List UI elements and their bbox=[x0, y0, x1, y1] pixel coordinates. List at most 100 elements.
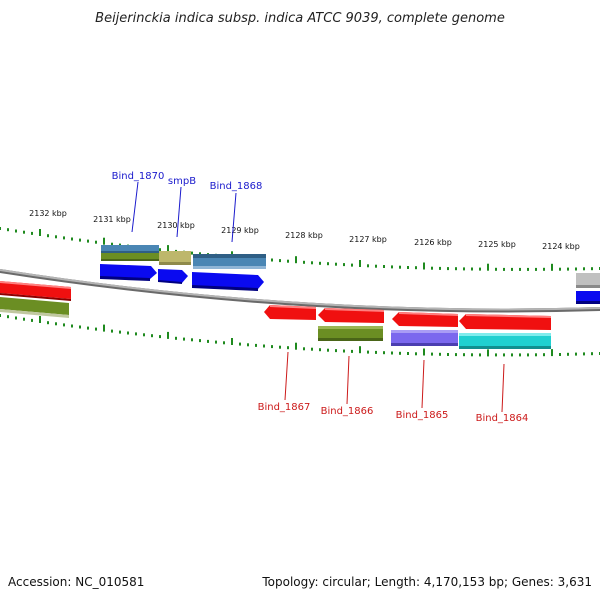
feature-grey bbox=[576, 273, 600, 287]
upper-track-minor-tick bbox=[351, 263, 353, 267]
cds-arrow-bind-1864-top bbox=[466, 314, 551, 318]
feature-turquoise-shade bbox=[459, 346, 551, 349]
upper-track-minor-tick bbox=[527, 267, 529, 271]
gene-label-bind-1866: Bind_1866 bbox=[321, 406, 374, 417]
upper-track-minor-tick bbox=[0, 227, 1, 230]
lower-track-minor-tick bbox=[223, 341, 225, 345]
feature-steelblue-shade bbox=[101, 251, 159, 253]
feature-grey-shade bbox=[576, 285, 600, 288]
cds-red-edge-shade bbox=[0, 293, 71, 301]
upper-track-minor-tick bbox=[311, 261, 313, 265]
feature-turquoise-top bbox=[459, 333, 551, 336]
upper-track-major-tick bbox=[167, 245, 169, 253]
lower-track-major-tick bbox=[295, 342, 297, 350]
lower-track-minor-tick bbox=[247, 343, 249, 347]
cds-arrow-bind-1866-top bbox=[325, 308, 384, 312]
cds-arrow-bind-1865 bbox=[392, 312, 458, 327]
upper-track-minor-tick bbox=[47, 234, 49, 238]
upper-track-minor-tick bbox=[559, 267, 561, 271]
upper-track-major-tick bbox=[103, 237, 105, 245]
upper-track-minor-tick bbox=[519, 267, 521, 271]
feature-khaki-shade bbox=[159, 262, 191, 265]
lower-track-minor-tick bbox=[463, 353, 465, 357]
lower-track-major-tick bbox=[167, 331, 169, 339]
feature-slateblue bbox=[391, 330, 458, 343]
lower-track-minor-tick bbox=[119, 330, 121, 334]
lower-track-minor-tick bbox=[351, 349, 353, 353]
topology-text: Topology: circular; Length: 4,170,153 bp… bbox=[261, 575, 592, 589]
upper-track-major-tick bbox=[487, 263, 489, 271]
lower-track-minor-tick bbox=[191, 338, 193, 342]
upper-track-major-tick bbox=[39, 229, 41, 236]
reverse-gene-labels: Bind_1867 Bind_1866 Bind_1865 Bind_1864 bbox=[258, 351, 528, 424]
leader-line-bind-1866 bbox=[346, 355, 350, 405]
lower-track-minor-tick bbox=[303, 347, 305, 351]
lower-track-minor-tick bbox=[31, 318, 33, 322]
upper-track-minor-tick bbox=[335, 262, 337, 266]
ruler-labels: 2132 kbp 2131 kbp 2130 kbp 2129 kbp 2128… bbox=[29, 209, 580, 251]
upper-track-minor-tick bbox=[503, 267, 505, 271]
cds-arrow-bind-1866 bbox=[318, 308, 384, 323]
upper-track-minor-tick bbox=[111, 242, 113, 246]
upper-track-minor-tick bbox=[327, 262, 329, 266]
upper-track-minor-tick bbox=[391, 265, 393, 269]
lower-track-minor-tick bbox=[343, 349, 345, 353]
forward-gene-labels: Bind_1870 smpB Bind_1868 bbox=[112, 171, 262, 243]
upper-track-minor-tick bbox=[95, 240, 97, 244]
lower-track-minor-tick bbox=[0, 314, 1, 317]
cds-arrow-smpb bbox=[158, 269, 188, 283]
upper-track-minor-tick bbox=[543, 267, 545, 271]
cds-arrow-bind-1867-top bbox=[270, 305, 316, 309]
upper-track-minor-tick bbox=[535, 267, 537, 271]
lower-track-minor-tick bbox=[287, 346, 289, 350]
upper-track-minor-tick bbox=[271, 258, 273, 262]
lower-track-minor-tick bbox=[407, 352, 409, 355]
lower-track-major-tick bbox=[103, 324, 105, 332]
lower-track-minor-tick bbox=[279, 345, 281, 349]
lower-track-minor-tick bbox=[199, 339, 201, 343]
upper-track-major-tick bbox=[359, 260, 361, 267]
lower-track-minor-tick bbox=[583, 352, 585, 356]
leader-line-bind-1867 bbox=[284, 351, 289, 401]
tick-label-2130: 2130 kbp bbox=[157, 221, 195, 230]
cds-blue-edge bbox=[576, 291, 600, 303]
tick-label-2127: 2127 kbp bbox=[349, 235, 387, 244]
map-title: Beijerinckia indica subsp. indica ATCC 9… bbox=[95, 11, 505, 26]
upper-track-minor-tick bbox=[79, 238, 81, 242]
upper-track-minor-tick bbox=[367, 264, 369, 268]
lower-track-major-tick bbox=[487, 349, 489, 357]
feature-olive-lower-top bbox=[318, 326, 383, 329]
lower-track-minor-tick bbox=[263, 344, 265, 348]
lower-track-minor-tick bbox=[271, 345, 273, 349]
gene-label-bind-1870: Bind_1870 bbox=[112, 171, 165, 182]
lower-track-minor-tick bbox=[335, 349, 337, 353]
feature-slateblue-top bbox=[391, 330, 458, 333]
feature-olive-shade bbox=[101, 259, 159, 261]
lower-track-minor-tick bbox=[567, 352, 569, 356]
gene-label-bind-1865: Bind_1865 bbox=[396, 410, 449, 421]
lower-track-minor-tick bbox=[447, 353, 449, 356]
feature-steelblue-2-base bbox=[193, 266, 266, 269]
upper-track-minor-tick bbox=[567, 267, 569, 271]
upper-track-minor-tick bbox=[447, 267, 449, 271]
upper-track-minor-tick bbox=[7, 228, 9, 232]
lower-track-minor-tick bbox=[527, 353, 529, 357]
lower-track-minor-tick bbox=[431, 352, 433, 356]
upper-track-minor-tick bbox=[399, 265, 401, 269]
upper-track-minor-tick bbox=[591, 267, 593, 271]
lower-track-minor-tick bbox=[503, 353, 505, 357]
lower-track-minor-tick bbox=[327, 348, 329, 352]
lower-track-major-tick bbox=[231, 338, 233, 345]
lower-track-minor-tick bbox=[399, 351, 401, 355]
lower-track-minor-tick bbox=[111, 329, 113, 333]
upper-track-minor-tick bbox=[375, 264, 377, 268]
tick-label-2125: 2125 kbp bbox=[478, 240, 516, 249]
upper-track-minor-tick bbox=[199, 252, 201, 256]
cds-arrow-smpb-shade bbox=[158, 280, 182, 284]
upper-track-minor-tick bbox=[511, 267, 513, 271]
upper-track-minor-tick bbox=[279, 259, 281, 263]
genome-backbone-shadow bbox=[0, 269, 600, 313]
lower-track-minor-tick bbox=[183, 337, 185, 341]
upper-track-major-tick bbox=[295, 256, 297, 264]
